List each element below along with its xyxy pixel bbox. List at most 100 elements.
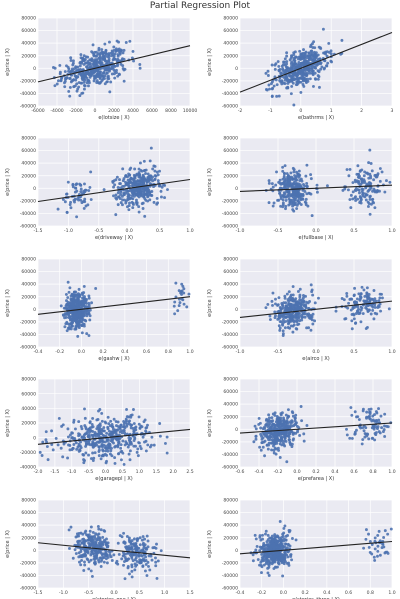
data-point <box>133 167 137 171</box>
data-point <box>362 429 366 433</box>
data-point <box>67 311 71 314</box>
data-point <box>359 182 363 186</box>
data-point <box>287 299 291 303</box>
y-tick-label: -20000 <box>20 560 36 566</box>
data-point <box>85 557 89 561</box>
fit-line <box>239 300 393 319</box>
data-point <box>82 543 86 547</box>
data-point <box>93 451 97 455</box>
data-point <box>290 74 294 78</box>
data-point <box>138 558 142 562</box>
y-tick-label: -60000 <box>222 586 238 592</box>
x-tick-label: -0.5 <box>84 469 93 475</box>
data-point <box>159 549 163 553</box>
data-point <box>277 313 281 317</box>
data-point <box>283 294 287 298</box>
data-point <box>160 185 164 189</box>
data-point <box>257 416 261 420</box>
data-point <box>279 307 283 311</box>
data-point <box>293 423 297 427</box>
data-point <box>368 416 371 420</box>
data-point <box>273 67 277 71</box>
data-point <box>305 185 309 189</box>
y-tick-label: -20000 <box>222 319 238 325</box>
data-point <box>118 534 122 538</box>
data-point <box>87 309 91 313</box>
data-point <box>280 79 284 83</box>
data-point <box>128 458 132 462</box>
data-point <box>307 307 311 311</box>
data-point <box>154 556 157 560</box>
data-point <box>282 416 285 420</box>
data-point <box>258 535 262 539</box>
y-tick-label: -40000 <box>20 211 36 217</box>
data-point <box>266 533 270 537</box>
data-point <box>91 43 95 47</box>
data-point <box>90 57 94 61</box>
data-point <box>88 318 92 322</box>
data-point <box>78 323 82 327</box>
data-point <box>263 439 267 443</box>
data-point <box>301 192 305 196</box>
data-point <box>122 462 126 466</box>
data-point <box>386 532 390 536</box>
data-point <box>103 452 107 456</box>
data-point <box>75 215 79 219</box>
data-point <box>115 424 118 428</box>
data-point <box>120 449 124 453</box>
data-point <box>370 419 374 423</box>
data-point <box>364 537 368 541</box>
data-point <box>137 415 141 419</box>
data-point <box>307 312 311 316</box>
data-point <box>267 420 271 424</box>
data-point <box>68 433 72 437</box>
data-point <box>73 197 77 201</box>
data-point <box>123 541 127 545</box>
data-point <box>364 528 368 532</box>
data-point <box>284 198 288 202</box>
data-point <box>277 198 281 202</box>
data-point <box>103 540 107 544</box>
data-point <box>296 63 300 67</box>
data-point <box>363 181 367 184</box>
y-tick-label: -40000 <box>20 465 36 471</box>
data-point <box>106 541 110 545</box>
data-point <box>144 172 148 175</box>
data-point <box>112 179 116 183</box>
data-point <box>129 426 133 430</box>
data-point <box>312 84 315 88</box>
data-point <box>100 411 104 415</box>
data-point <box>104 48 108 52</box>
data-point <box>287 528 291 532</box>
data-point <box>148 198 152 202</box>
y-tick-label: 20000 <box>21 535 36 541</box>
data-point <box>372 201 375 205</box>
data-point <box>284 207 287 211</box>
data-point <box>126 566 130 570</box>
data-point <box>310 288 314 292</box>
data-point <box>281 169 285 173</box>
data-point <box>305 181 309 185</box>
data-point <box>82 453 86 457</box>
y-tick-label: 60000 <box>21 269 36 275</box>
data-point <box>124 41 128 44</box>
data-point <box>88 426 92 430</box>
data-point <box>69 525 73 529</box>
data-point <box>63 81 66 85</box>
data-point <box>112 54 116 58</box>
data-point <box>72 420 76 424</box>
data-point <box>308 71 312 75</box>
data-point <box>67 528 71 532</box>
data-point <box>73 327 77 331</box>
data-point <box>283 192 287 196</box>
data-point <box>120 58 124 62</box>
data-point <box>101 556 105 560</box>
data-point <box>313 54 316 58</box>
data-point <box>123 198 127 202</box>
data-point <box>112 45 116 49</box>
data-point <box>80 555 84 559</box>
y-tick-label: 40000 <box>21 161 36 167</box>
data-point <box>86 55 90 59</box>
data-point <box>358 169 362 173</box>
data-point <box>80 91 84 95</box>
